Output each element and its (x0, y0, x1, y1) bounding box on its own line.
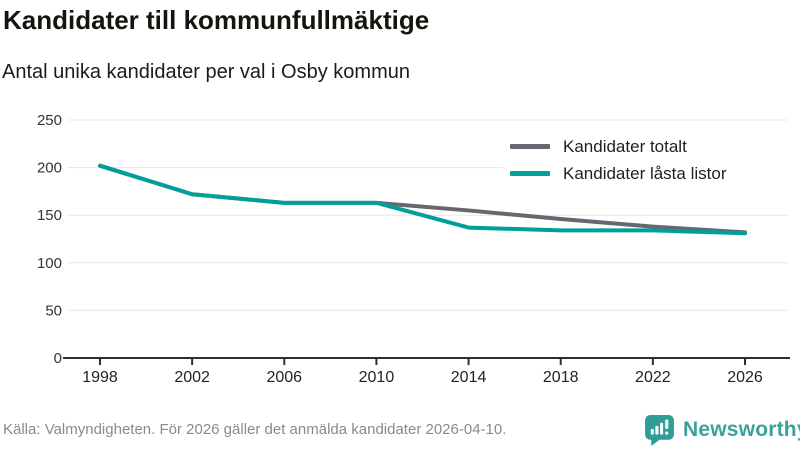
y-tick-label: 100 (37, 255, 62, 272)
x-tick-label: 2022 (635, 369, 671, 386)
x-tick-label: 2006 (266, 369, 302, 386)
source-note: Källa: Valmyndigheten. För 2026 gäller d… (3, 421, 507, 438)
series-line-1 (98, 163, 747, 236)
y-tick-label: 200 (37, 160, 62, 177)
legend-item-locked: Kandidater låsta listor (503, 160, 789, 187)
y-tick-label: 50 (45, 302, 62, 319)
newsworthy-logo[interactable]: Newsworthy (644, 413, 800, 447)
x-tick-label: 2010 (359, 369, 395, 386)
newsworthy-icon (645, 414, 674, 446)
chart-title: Kandidater till kommunfullmäktige (3, 5, 430, 35)
x-tick-label: 1998 (82, 369, 118, 386)
legend-item-total: Kandidater totalt (503, 133, 789, 160)
y-tick-label: 250 (37, 112, 62, 129)
x-tick-label: 2002 (174, 369, 210, 386)
legend: Kandidater totalt Kandidater låsta listo… (503, 131, 789, 189)
legend-swatch-locked (510, 171, 550, 176)
x-tick-label: 2026 (727, 369, 763, 386)
newsworthy-wordmark: Newsworthy (683, 418, 800, 441)
legend-label-total: Kandidater totalt (563, 136, 687, 156)
x-tick-label: 2018 (543, 369, 579, 386)
legend-label-locked: Kandidater låsta listor (563, 163, 727, 183)
y-tick-label: 0 (54, 350, 62, 367)
chart-subtitle: Antal unika kandidater per val i Osby ko… (2, 61, 410, 83)
legend-swatch-total (510, 144, 550, 149)
x-tick-label: 2014 (451, 369, 487, 386)
y-tick-label: 150 (37, 207, 62, 224)
